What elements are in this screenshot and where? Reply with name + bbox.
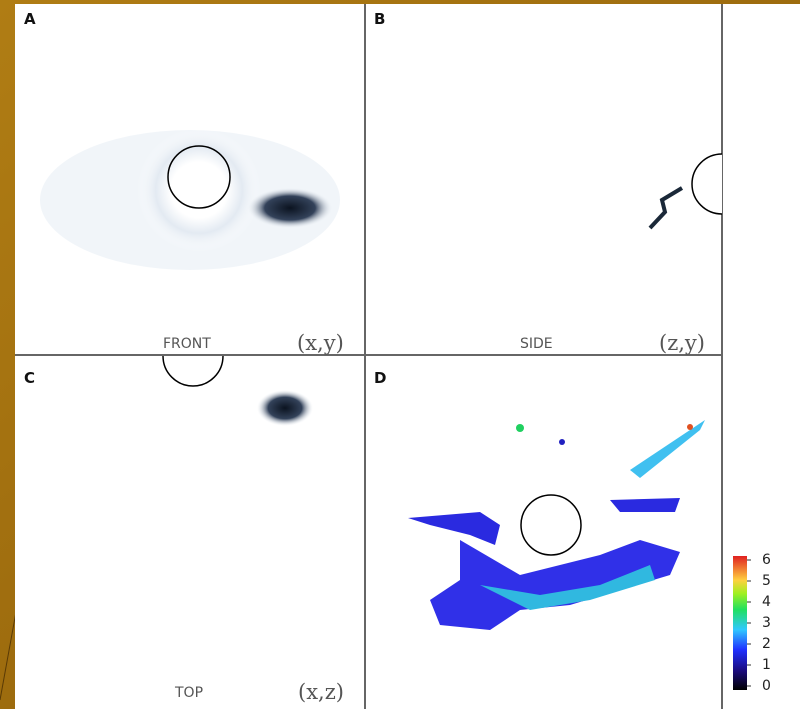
- view-label: TOP: [174, 685, 203, 701]
- colorbar-label: 1: [762, 657, 771, 673]
- colorbar-label: 6: [762, 552, 771, 568]
- panel-letter: A: [24, 10, 36, 28]
- colorbar-label: 3: [762, 615, 771, 631]
- disk: [521, 495, 581, 555]
- figure-area: [15, 4, 800, 709]
- panel-letter: C: [24, 369, 35, 387]
- colorbar-label: 4: [762, 594, 771, 610]
- coords-label: (z,y): [659, 331, 705, 355]
- emission: [257, 390, 313, 426]
- view-label: FRONT: [163, 336, 211, 352]
- colorbar-label: 2: [762, 636, 771, 652]
- emission: [248, 188, 332, 228]
- coords-label: (x,y): [297, 331, 344, 355]
- page: A FRONT (x,y) B SIDE (z,y) C TOP (x,z) D…: [0, 0, 800, 709]
- colorbar-label: 0: [762, 678, 771, 694]
- colorbar: [733, 556, 747, 690]
- panel-letter: B: [374, 10, 385, 28]
- colorbar-label: 5: [762, 573, 771, 589]
- coords-label: (x,z): [298, 680, 344, 704]
- figure: A FRONT (x,y) B SIDE (z,y) C TOP (x,z) D…: [0, 0, 800, 709]
- view-label: SIDE: [520, 336, 553, 352]
- panel-letter: D: [374, 369, 386, 387]
